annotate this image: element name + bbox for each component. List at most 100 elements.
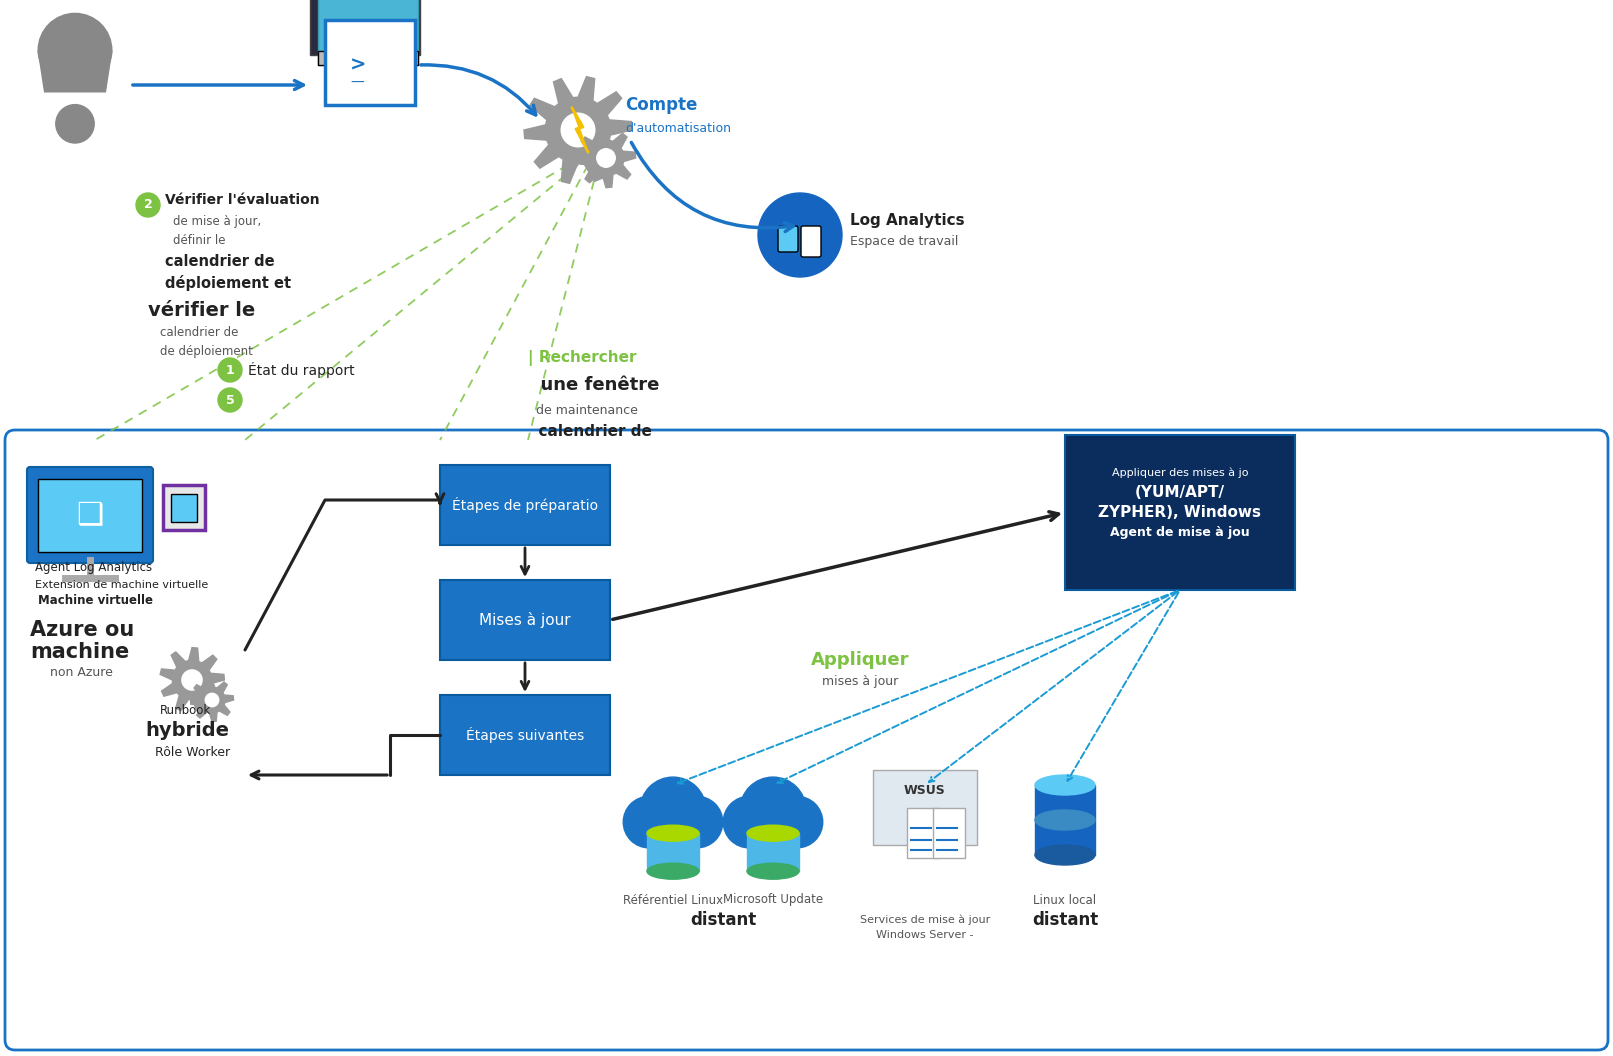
FancyBboxPatch shape — [163, 485, 205, 530]
FancyBboxPatch shape — [932, 808, 965, 857]
Text: une fenêtre: une fenêtre — [527, 376, 660, 394]
Circle shape — [218, 388, 242, 412]
Text: Appliquer: Appliquer — [811, 650, 910, 670]
FancyBboxPatch shape — [318, 0, 418, 65]
Text: Mises à jour: Mises à jour — [479, 612, 571, 628]
Polygon shape — [190, 678, 234, 721]
Text: calendrier de: calendrier de — [160, 325, 239, 339]
Text: >: > — [350, 56, 366, 75]
Text: mises à jour: mises à jour — [823, 676, 898, 689]
Text: | Rechercher: | Rechercher — [527, 350, 637, 366]
Text: ZYPHER), Windows: ZYPHER), Windows — [1098, 505, 1261, 520]
Text: 5: 5 — [226, 394, 234, 407]
Circle shape — [39, 14, 111, 87]
FancyBboxPatch shape — [777, 226, 798, 252]
FancyBboxPatch shape — [907, 808, 939, 857]
Circle shape — [56, 105, 94, 143]
Text: calendrier de: calendrier de — [527, 425, 652, 439]
Ellipse shape — [1036, 810, 1095, 830]
Text: définir le: définir le — [173, 233, 226, 246]
Circle shape — [750, 805, 797, 852]
Text: Espace de travail: Espace de travail — [850, 235, 958, 248]
Circle shape — [723, 796, 774, 848]
Circle shape — [182, 670, 202, 690]
FancyBboxPatch shape — [39, 479, 142, 552]
Text: (YUM/APT/: (YUM/APT/ — [1136, 485, 1224, 499]
Ellipse shape — [1036, 845, 1095, 865]
Text: ❑: ❑ — [76, 502, 103, 530]
Ellipse shape — [747, 825, 798, 842]
Text: Windows Server -: Windows Server - — [876, 930, 974, 940]
Ellipse shape — [1036, 775, 1095, 795]
FancyBboxPatch shape — [310, 0, 419, 55]
FancyBboxPatch shape — [5, 430, 1608, 1050]
Text: Appliquer des mises à jo: Appliquer des mises à jo — [1111, 467, 1248, 477]
Text: Référentiel Linux: Référentiel Linux — [623, 893, 723, 906]
Text: Linux local: Linux local — [1034, 893, 1097, 906]
Circle shape — [758, 193, 842, 277]
Circle shape — [205, 694, 219, 706]
Polygon shape — [576, 128, 636, 188]
Polygon shape — [524, 77, 632, 184]
Text: Extension de machine virtuelle: Extension de machine virtuelle — [35, 580, 208, 590]
FancyBboxPatch shape — [440, 580, 610, 660]
Text: Rôle Worker: Rôle Worker — [155, 746, 231, 758]
Ellipse shape — [647, 825, 698, 842]
Circle shape — [623, 796, 674, 848]
Circle shape — [671, 796, 723, 848]
FancyBboxPatch shape — [324, 20, 415, 105]
Text: d'automatisation: d'automatisation — [624, 121, 731, 134]
FancyBboxPatch shape — [873, 770, 977, 845]
FancyBboxPatch shape — [318, 51, 418, 65]
Text: Agent Log Analytics: Agent Log Analytics — [35, 562, 152, 574]
FancyBboxPatch shape — [27, 467, 153, 563]
Text: distant: distant — [690, 911, 756, 929]
FancyBboxPatch shape — [440, 465, 610, 545]
Text: calendrier de: calendrier de — [165, 254, 274, 269]
Text: —: — — [350, 76, 365, 90]
Text: de mise à jour,: de mise à jour, — [173, 215, 261, 228]
Text: de déploiement: de déploiement — [160, 345, 253, 358]
Circle shape — [135, 193, 160, 216]
Text: 2: 2 — [144, 199, 152, 211]
Text: État du rapport: État du rapport — [248, 362, 355, 378]
Ellipse shape — [647, 863, 698, 880]
Text: de maintenance: de maintenance — [527, 403, 637, 416]
Circle shape — [771, 796, 823, 848]
Text: WSUS: WSUS — [905, 784, 945, 796]
FancyBboxPatch shape — [171, 494, 197, 522]
Text: Machine virtuelle: Machine virtuelle — [39, 593, 153, 606]
Text: Log Analytics: Log Analytics — [850, 212, 965, 227]
Text: hybride: hybride — [145, 720, 229, 739]
Text: Étapes suivantes: Étapes suivantes — [466, 727, 584, 743]
FancyBboxPatch shape — [802, 226, 821, 257]
Polygon shape — [160, 647, 224, 712]
Text: Services de mise à jour: Services de mise à jour — [860, 914, 990, 925]
Text: Azure ou: Azure ou — [31, 620, 134, 640]
FancyBboxPatch shape — [440, 695, 610, 775]
Circle shape — [561, 113, 595, 147]
Text: non Azure: non Azure — [50, 665, 113, 679]
Text: Agent de mise à jou: Agent de mise à jou — [1110, 526, 1250, 539]
Text: Microsoft Update: Microsoft Update — [723, 893, 823, 906]
Text: vérifier le: vérifier le — [148, 301, 255, 320]
Text: Compte: Compte — [624, 96, 697, 114]
Text: déploiement et: déploiement et — [165, 275, 290, 291]
Circle shape — [597, 149, 615, 167]
Circle shape — [640, 777, 706, 843]
FancyBboxPatch shape — [1065, 435, 1295, 590]
Text: Étapes de préparatio: Étapes de préparatio — [452, 497, 598, 513]
Circle shape — [650, 805, 697, 852]
Ellipse shape — [747, 863, 798, 880]
Text: Runbook: Runbook — [160, 703, 211, 717]
Bar — [747, 833, 798, 871]
Polygon shape — [39, 51, 111, 92]
Text: 1: 1 — [226, 363, 234, 377]
Circle shape — [218, 358, 242, 382]
Text: Vérifier l'évaluation: Vérifier l'évaluation — [165, 193, 319, 207]
Text: machine: machine — [31, 642, 129, 662]
Text: distant: distant — [1032, 911, 1098, 929]
Bar — [647, 833, 698, 871]
Polygon shape — [573, 108, 589, 152]
Bar — [1036, 785, 1095, 855]
